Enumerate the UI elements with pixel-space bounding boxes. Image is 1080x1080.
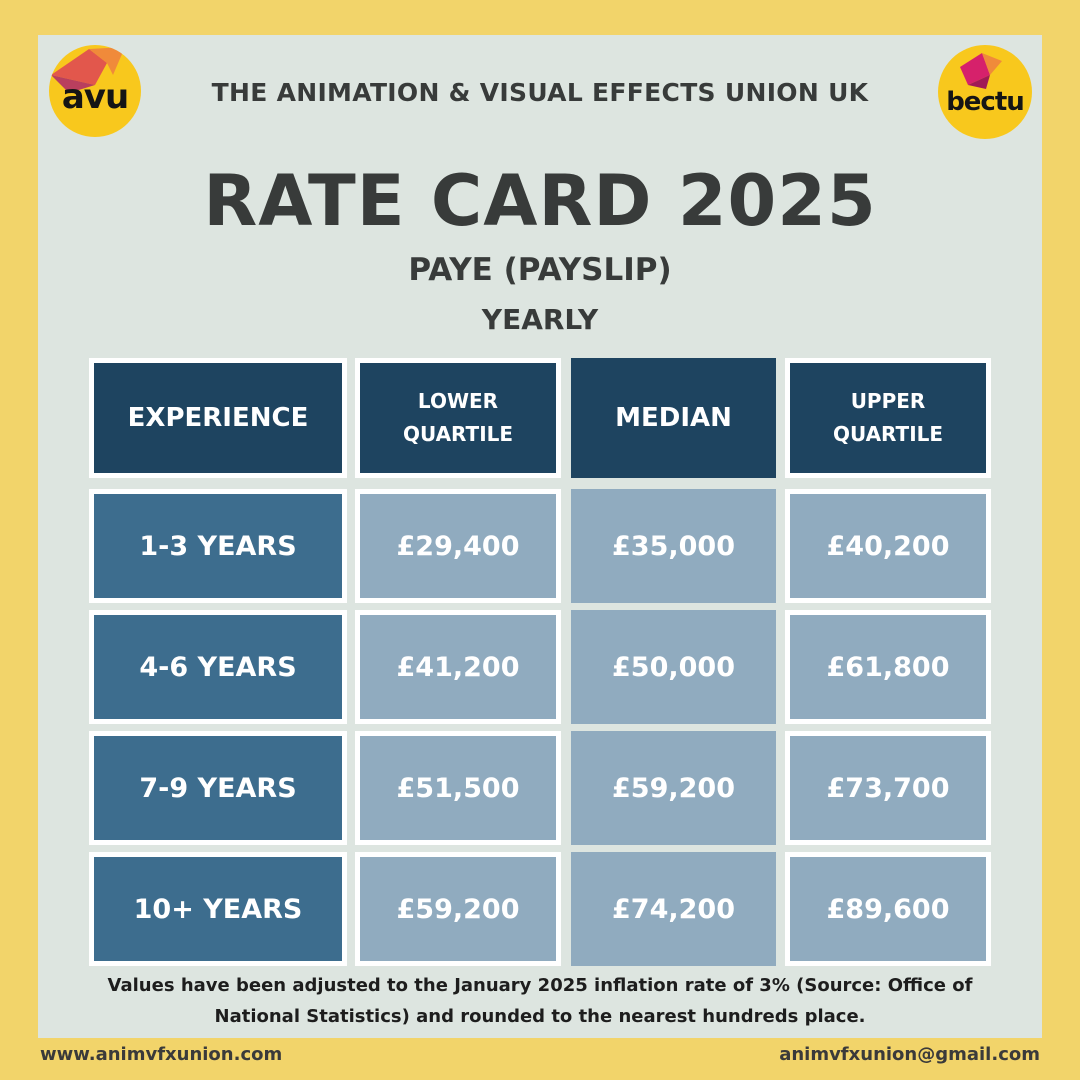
header-lower-quartile: LOWER QUARTILE <box>355 358 561 478</box>
header-experience: EXPERIENCE <box>89 358 347 478</box>
footnote-line-2: National Statistics) and rounded to the … <box>214 1006 866 1027</box>
period-label: YEARLY <box>481 303 599 336</box>
avu-logo-text: avu <box>61 77 129 117</box>
header-lower-line2: QUARTILE <box>402 422 514 446</box>
website-link[interactable]: www.animvfxunion.com <box>40 1044 283 1065</box>
union-title: THE ANIMATION & VISUAL EFFECTS UNION UK <box>211 78 869 107</box>
row-2-median: £50,000 <box>571 610 776 724</box>
footnote-line-1: Values have been adjusted to the January… <box>107 975 973 996</box>
bectu-logo-shape-icon <box>960 53 1002 89</box>
row-1-experience: 1-3 YEARS <box>89 489 347 603</box>
row-4-upper: £89,600 <box>785 852 991 966</box>
avu-logo-shape-icon <box>51 47 125 93</box>
row-4-experience: 10+ YEARS <box>89 852 347 966</box>
row-4-lower: £59,200 <box>355 852 561 966</box>
row-1-lower: £29,400 <box>355 489 561 603</box>
row-3-median: £59,200 <box>571 731 776 845</box>
row-3-lower: £51,500 <box>355 731 561 845</box>
header-lower-line1: LOWER <box>417 389 499 413</box>
header-median: MEDIAN <box>571 358 776 478</box>
row-2-lower: £41,200 <box>355 610 561 724</box>
header-upper-line2: QUARTILE <box>832 422 944 446</box>
avu-logo: avu <box>49 45 141 137</box>
row-3-upper: £73,700 <box>785 731 991 845</box>
footnote: Values have been adjusted to the January… <box>60 970 1020 1032</box>
bectu-logo: bectu <box>938 45 1032 139</box>
row-3-experience: 7-9 YEARS <box>89 731 347 845</box>
row-4-median: £74,200 <box>571 852 776 966</box>
page-title: RATE CARD 2025 <box>203 160 877 242</box>
row-2-upper: £61,800 <box>785 610 991 724</box>
row-1-median: £35,000 <box>571 489 776 603</box>
page-subtitle: PAYE (PAYSLIP) <box>408 252 672 288</box>
row-1-upper: £40,200 <box>785 489 991 603</box>
row-2-experience: 4-6 YEARS <box>89 610 347 724</box>
header-upper-quartile: UPPER QUARTILE <box>785 358 991 478</box>
header-upper-line1: UPPER <box>850 389 926 413</box>
email-link[interactable]: animvfxunion@gmail.com <box>779 1044 1040 1065</box>
bectu-logo-text: bectu <box>946 87 1025 117</box>
